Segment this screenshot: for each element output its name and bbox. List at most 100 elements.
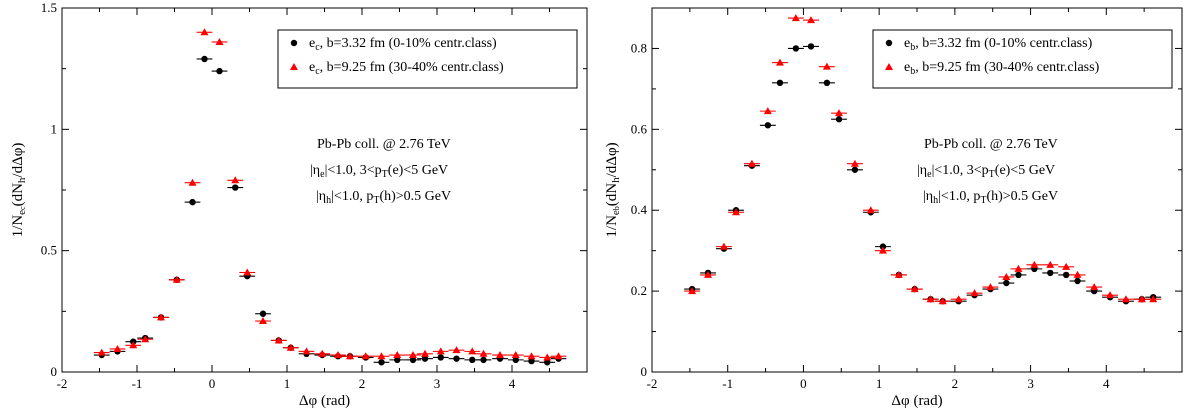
data-point xyxy=(377,352,386,360)
data-point xyxy=(1015,271,1022,279)
data-point xyxy=(866,206,875,214)
data-point xyxy=(1014,264,1023,272)
data-point xyxy=(157,313,165,321)
data-point xyxy=(201,55,208,63)
data-point xyxy=(479,349,488,357)
data-point xyxy=(1149,295,1158,303)
y-tick-label: 0.6 xyxy=(631,121,648,136)
data-point xyxy=(704,270,713,278)
data-point xyxy=(791,14,800,22)
data-point xyxy=(274,336,283,344)
data-point xyxy=(141,335,150,343)
data-point xyxy=(1137,295,1146,303)
data-point xyxy=(807,43,815,50)
data-point xyxy=(878,246,887,254)
data-point xyxy=(554,352,563,360)
legend-label: ec, b=3.32 fm (0-10% centr.class) xyxy=(309,36,497,53)
data-point xyxy=(215,37,224,45)
x-axis-label: Δφ (rad) xyxy=(891,393,942,409)
x-tick-label: -2 xyxy=(57,376,68,391)
data-point xyxy=(970,289,979,297)
data-point xyxy=(452,346,461,354)
y-tick-label: 0.2 xyxy=(631,283,647,298)
y-tick-label: 0.4 xyxy=(631,202,648,217)
data-point xyxy=(879,243,887,250)
data-point xyxy=(188,178,197,186)
data-point xyxy=(259,310,267,317)
data-point xyxy=(910,285,919,293)
data-point xyxy=(437,354,444,361)
data-point xyxy=(200,28,209,36)
y-tick-label: 0.8 xyxy=(631,40,647,55)
y-tick-label: 0 xyxy=(641,364,648,379)
data-point xyxy=(318,349,327,357)
data-point xyxy=(216,67,223,75)
x-tick-label: 2 xyxy=(359,376,366,391)
data-point xyxy=(763,107,772,115)
data-point xyxy=(986,283,995,291)
x-tick-label: -2 xyxy=(647,376,658,391)
data-point xyxy=(1062,262,1071,270)
data-point xyxy=(775,58,784,66)
data-point xyxy=(822,62,831,70)
data-point xyxy=(527,352,536,360)
annotation-line: Pb-Pb coll. @ 2.76 TeV xyxy=(317,137,451,152)
data-point xyxy=(792,45,800,52)
data-point xyxy=(807,16,815,24)
data-point xyxy=(1073,270,1082,278)
data-point xyxy=(1047,269,1054,277)
y-axis-label: 1/Nec(dNh/dΔφ) xyxy=(10,143,28,238)
x-tick-label: 1 xyxy=(284,376,291,391)
data-point xyxy=(894,270,903,278)
data-point xyxy=(1003,279,1010,287)
data-point xyxy=(1046,260,1055,268)
data-point xyxy=(361,352,370,360)
data-point xyxy=(511,351,520,359)
series-1 xyxy=(684,14,1162,305)
x-tick-label: -1 xyxy=(132,376,143,391)
data-point xyxy=(1090,283,1099,291)
data-point xyxy=(512,356,519,364)
data-point xyxy=(394,356,401,364)
annotation-line: Pb-Pb coll. @ 2.76 TeV xyxy=(924,137,1058,152)
x-axis-label: Δφ (rad) xyxy=(299,393,350,409)
legend-label: ec, b=9.25 fm (30-40% centr.class) xyxy=(309,60,504,77)
data-point xyxy=(835,116,843,123)
data-point xyxy=(688,287,697,295)
data-point xyxy=(496,351,504,359)
legend-marker xyxy=(290,63,298,70)
annotation-line: |ηh|<1.0, pT(h)>0.5 GeV xyxy=(923,189,1058,206)
y-tick-label: 0.5 xyxy=(41,243,57,258)
data-point xyxy=(747,159,756,167)
data-point xyxy=(97,348,106,356)
data-point xyxy=(544,359,551,366)
data-point xyxy=(453,355,460,362)
x-tick-label: 1 xyxy=(876,376,883,391)
chart-left: -2 -1 0 1 2 3 4 0 0.5 1 1.5 Δφ (rad) 1/Nec(dNh/dΔφ) e… xyxy=(10,0,588,409)
data-point xyxy=(732,208,741,216)
data-point xyxy=(232,184,239,191)
data-point xyxy=(1121,295,1130,303)
data-point xyxy=(1030,260,1039,268)
data-point xyxy=(189,198,196,206)
data-point xyxy=(129,341,138,349)
annotation-line: |ηe|<1.0, 3<pT(e)<5 GeV xyxy=(310,163,448,180)
data-point xyxy=(378,359,385,366)
x-tick-label: 0 xyxy=(800,376,807,391)
x-tick-label: 2 xyxy=(952,376,959,391)
y-axis-label: 1/Neb(dNh/dΔφ) xyxy=(604,142,622,237)
x-tick-label: 3 xyxy=(1027,376,1034,391)
x-tick-label: 4 xyxy=(509,376,516,391)
data-point xyxy=(259,317,267,325)
data-point xyxy=(719,242,728,250)
data-point xyxy=(231,176,240,184)
data-point xyxy=(436,347,445,355)
legend: ec, b=3.32 fm (0-10% centr.class) ec, b=9… xyxy=(277,29,578,89)
x-tick-label: 4 xyxy=(1103,376,1110,391)
data-point xyxy=(835,109,844,117)
data-point xyxy=(286,343,295,351)
data-point xyxy=(938,297,947,305)
chart-right: -2 -1 0 1 2 3 4 0 0.2 0.4 0.6 0.8 Δφ (rad) 1/Neb(dNh/… xyxy=(604,7,1183,409)
data-point xyxy=(850,159,859,167)
